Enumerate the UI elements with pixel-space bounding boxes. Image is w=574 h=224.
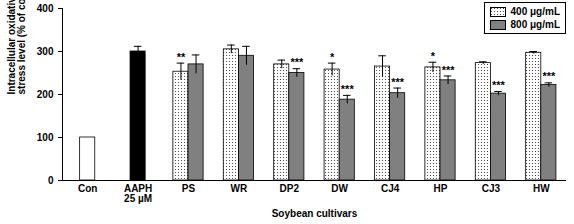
svg-text:PS: PS bbox=[182, 183, 196, 194]
svg-text:***: *** bbox=[341, 83, 355, 95]
svg-text:300: 300 bbox=[37, 46, 54, 57]
svg-text:HP: HP bbox=[434, 183, 448, 194]
svg-text:CJ4: CJ4 bbox=[381, 183, 400, 194]
svg-text:Soybean cultivars: Soybean cultivars bbox=[272, 208, 358, 219]
svg-text:***: *** bbox=[290, 56, 304, 68]
svg-text:Intracellular oxidativestress: Intracellular oxidativestress level (% o… bbox=[6, 0, 27, 95]
svg-text:***: *** bbox=[542, 70, 556, 82]
html-text:400 μg/mL: 400 μg/mL bbox=[510, 6, 560, 17]
svg-text:*: * bbox=[330, 51, 335, 63]
svg-text:HW: HW bbox=[533, 183, 550, 194]
svg-text:*: * bbox=[431, 50, 436, 62]
svg-text:WR: WR bbox=[231, 183, 248, 194]
html-text:800 μg/mL: 800 μg/mL bbox=[510, 19, 560, 30]
svg-text:***: *** bbox=[391, 76, 405, 88]
svg-text:***: *** bbox=[492, 79, 506, 91]
svg-text:DP2: DP2 bbox=[280, 183, 300, 194]
svg-text:200: 200 bbox=[37, 89, 54, 100]
svg-text:Con: Con bbox=[78, 183, 97, 194]
svg-text:400: 400 bbox=[37, 3, 54, 14]
svg-text:0: 0 bbox=[48, 175, 54, 186]
svg-text:CJ3: CJ3 bbox=[482, 183, 501, 194]
svg-text:DW: DW bbox=[331, 183, 348, 194]
svg-text:AAPH25 µM: AAPH25 µM bbox=[124, 183, 152, 204]
svg-text:100: 100 bbox=[37, 132, 54, 143]
svg-text:***: *** bbox=[442, 64, 456, 76]
svg-text:**: ** bbox=[177, 51, 186, 63]
